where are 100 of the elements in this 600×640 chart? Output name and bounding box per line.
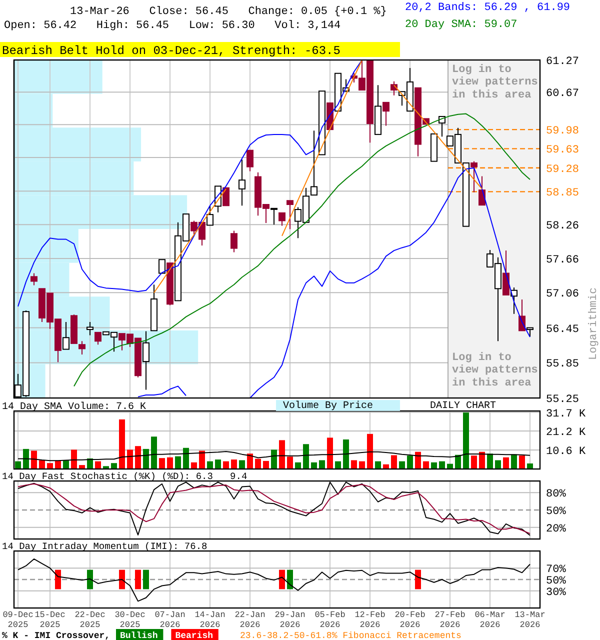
bar [487, 454, 493, 469]
candlestick [270, 208, 278, 226]
chart-title: 14 Day Fast Stochastic (%K) (%D): 6.3 9.4 [2, 471, 248, 482]
bar [231, 460, 237, 469]
bar [271, 450, 277, 469]
bar [311, 462, 317, 469]
bar [495, 460, 501, 469]
bar [287, 456, 293, 469]
bar [71, 450, 77, 469]
candlestick [390, 80, 398, 96]
x-tick-label: 13-Mar 2026 [514, 610, 546, 630]
candlestick [230, 230, 238, 253]
bar [391, 455, 397, 469]
annotation: Volume By Price [283, 400, 374, 412]
candlestick [286, 200, 294, 230]
x-tick-label: 22-Jan 2026 [234, 610, 266, 630]
bar [119, 419, 125, 469]
candlestick [94, 332, 102, 346]
candlestick [78, 340, 86, 356]
bar [143, 448, 149, 469]
annotation: Log in to view patterns in this area [452, 64, 538, 102]
text: 20,2 Bands: 56.29 , 61.99 [405, 2, 570, 14]
y-tick-label: 50% [546, 576, 566, 588]
candlestick [222, 187, 230, 206]
bar [479, 452, 485, 469]
bar [63, 460, 69, 469]
bar [367, 434, 373, 469]
bar [263, 460, 269, 469]
bar [135, 446, 141, 469]
candlestick [246, 150, 254, 172]
x-tick-label: 07-Jan 2026 [154, 610, 186, 630]
y-tick-label: 50% [546, 506, 566, 518]
bar [199, 450, 205, 469]
bar [415, 452, 421, 469]
bar [39, 460, 45, 469]
legend-title: % K - IMI Crossover, [2, 631, 110, 640]
x-tick-label: 09-Dec 2025 [2, 610, 34, 630]
y-tick-label: 60.67 [546, 88, 580, 100]
bar [279, 440, 285, 469]
bar [215, 460, 221, 469]
line-series [18, 558, 530, 602]
candlestick [278, 212, 286, 226]
bar [439, 461, 445, 469]
y-tick-label: 57.06 [546, 288, 580, 301]
x-tick-label: 12-Feb 2026 [354, 610, 386, 630]
y-tick-label: 70% [546, 564, 566, 576]
bar [175, 456, 181, 469]
candlestick [502, 250, 510, 296]
bar [95, 461, 101, 469]
bar [399, 461, 405, 469]
x-tick-label: 05-Feb 2026 [314, 610, 346, 630]
bar [327, 438, 333, 469]
y-tick-label: 58.26 [546, 220, 580, 233]
text: Bullish [120, 631, 158, 640]
y-tick-label: 21.2 K [546, 427, 586, 440]
x-tick-label: 15-Dec 2025 [34, 610, 66, 630]
x-tick-label: 30-Dec 2025 [114, 610, 146, 630]
candlestick [158, 259, 166, 274]
bar [151, 436, 157, 469]
y-tick-label: 55.25 [546, 394, 580, 406]
candlestick [206, 205, 214, 226]
x-tick-label: 20-Feb 2026 [394, 610, 426, 630]
ref-line-label: 59.63 [546, 144, 580, 157]
y-tick-label: 80% [546, 488, 566, 501]
bar [511, 454, 517, 469]
bar [319, 460, 325, 469]
bar [503, 457, 509, 469]
bar [247, 454, 253, 469]
bar [15, 461, 21, 469]
bar [527, 463, 533, 469]
annotation: DAILY CHART [430, 401, 496, 412]
candlestick [30, 272, 38, 286]
bar [167, 457, 173, 469]
y-tick-label: 30% [546, 586, 566, 599]
bar [55, 460, 61, 469]
ref-line-label: 59.98 [546, 126, 580, 138]
chart-title: 13-Mar-26 Close: 56.45 Change: 0.05 {+0.1 %} [70, 6, 387, 18]
bar [183, 448, 189, 469]
bar [423, 461, 429, 469]
bar [359, 461, 365, 469]
bar [407, 456, 413, 469]
candlestick [382, 102, 390, 126]
bar [471, 456, 477, 469]
y-tick-label: 31.7 K [546, 408, 586, 420]
bar [463, 412, 469, 469]
text: 20 Day SMA: 59.07 [405, 19, 518, 31]
bar [351, 460, 357, 469]
x-tick-label: 22-Dec 2025 [74, 610, 106, 630]
line-series [18, 60, 362, 307]
y-tick-label: 56.45 [546, 324, 580, 336]
bar [335, 461, 341, 469]
y-tick-label: 20% [546, 523, 566, 536]
ref-line-label: 59.28 [546, 164, 580, 176]
bar [431, 462, 437, 469]
bar [343, 439, 349, 469]
line-series [18, 450, 530, 462]
bar [223, 461, 229, 469]
bar [375, 461, 381, 469]
x-tick-label: 06-Mar 2026 [474, 610, 506, 630]
chart-title: 14 Day Intraday Momentum (IMI): 76.8 [2, 541, 208, 552]
